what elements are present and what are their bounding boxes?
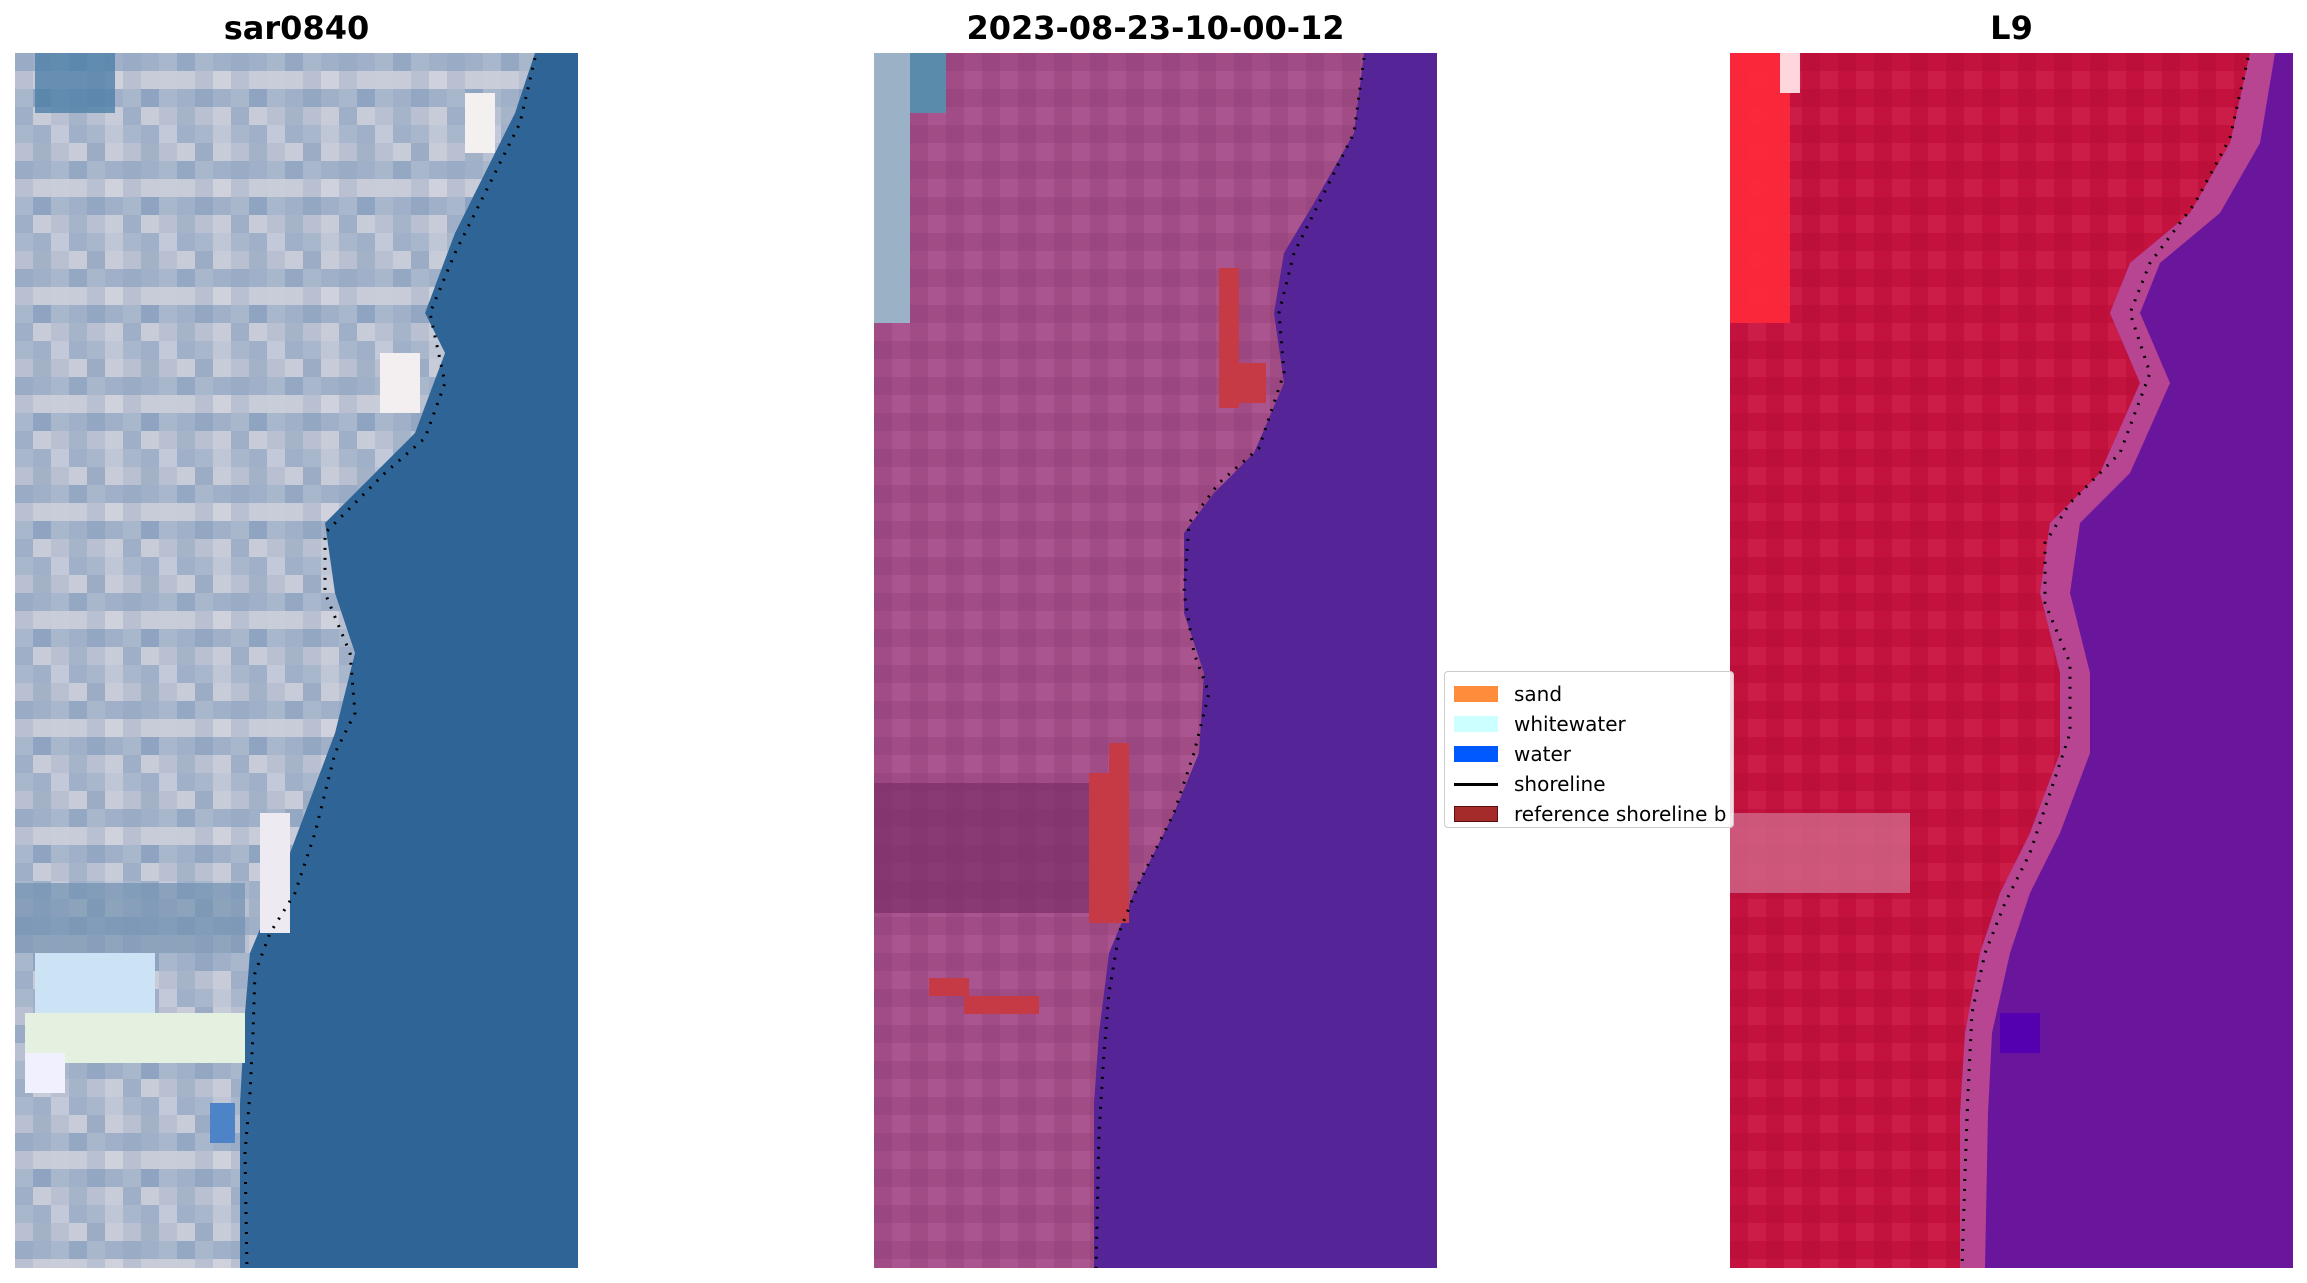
legend-label: reference shoreline b — [1514, 802, 1727, 826]
legend-item-whitewater: whitewater — [1454, 712, 1626, 736]
false-color-image — [1730, 53, 2293, 1268]
legend-item-sand: sand — [1454, 682, 1562, 706]
classified-image-panel — [874, 53, 1437, 1268]
shoreline-swatch — [1454, 782, 1498, 786]
legend-item-reference-shoreline: reference shoreline b — [1454, 802, 1726, 826]
classified-image — [874, 53, 1437, 1268]
sand-swatch — [1454, 686, 1498, 702]
whitewater-swatch — [1454, 716, 1498, 732]
true-color-image — [15, 53, 578, 1268]
legend-label: sand — [1514, 682, 1563, 706]
legend-item-shoreline: shoreline — [1454, 772, 1606, 796]
legend-label: whitewater — [1514, 712, 1626, 736]
legend: sand whitewater water shoreline referenc… — [1444, 671, 1734, 828]
reference-shoreline-swatch — [1454, 806, 1498, 822]
shoreline-line — [243, 57, 537, 1268]
shoreline-line — [1094, 57, 1366, 1268]
water-swatch — [1454, 746, 1498, 762]
false-color-image-panel — [1730, 53, 2293, 1268]
land-area — [1730, 53, 2250, 1268]
panel-title-3: L9 — [1990, 9, 2033, 47]
legend-item-water: water — [1454, 742, 1571, 766]
panel-title-2: 2023-08-23-10-00-12 — [966, 9, 1345, 47]
land-area — [874, 53, 1364, 1268]
legend-label: shoreline — [1514, 772, 1606, 796]
legend-label: water — [1514, 742, 1571, 766]
reference-band — [1219, 268, 1239, 408]
panel-title-1: sar0840 — [223, 9, 370, 47]
true-color-image-panel — [15, 53, 578, 1268]
